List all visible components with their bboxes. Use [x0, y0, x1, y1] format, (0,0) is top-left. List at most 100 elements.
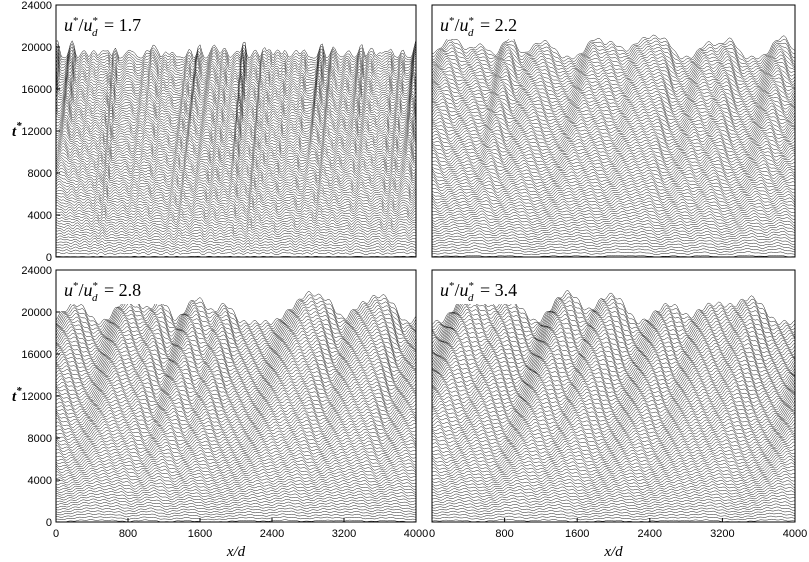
profile-line — [56, 356, 416, 381]
profile-line — [56, 322, 416, 351]
profile-line — [432, 364, 795, 391]
profile-line — [432, 424, 795, 444]
profile-line — [432, 468, 795, 481]
profile-line — [56, 210, 416, 218]
profile-line — [56, 49, 416, 69]
profile-line — [56, 207, 416, 215]
profile-line — [56, 470, 416, 481]
profile-line — [56, 487, 416, 496]
profile-line — [432, 304, 795, 338]
profile-line — [56, 229, 416, 235]
profile-line — [56, 91, 416, 107]
profile-line — [56, 191, 416, 200]
y-tick-label: 4000 — [28, 210, 52, 222]
profile-line — [56, 350, 416, 376]
y-tick-label: 24000 — [21, 0, 52, 12]
profile-line — [56, 413, 416, 431]
y-tick-label: 0 — [46, 517, 52, 529]
profile-line — [56, 339, 416, 366]
profile-line — [432, 292, 795, 328]
profile-line — [56, 363, 416, 386]
profile-line — [432, 124, 795, 143]
profile-line — [432, 488, 795, 498]
x-tick-label: 1600 — [565, 528, 589, 540]
profile-line — [56, 185, 416, 195]
profile-line — [432, 315, 795, 348]
profile-line — [432, 43, 795, 67]
profile-line — [56, 213, 416, 221]
profile-line — [56, 376, 416, 399]
y-tick-label: 12000 — [21, 126, 52, 138]
profile-line — [432, 230, 795, 238]
profile-line — [56, 333, 416, 361]
profile-line — [432, 150, 795, 166]
profile-line — [56, 178, 416, 188]
profile-line — [432, 140, 795, 158]
profile-line — [432, 193, 795, 206]
profile-line — [432, 86, 795, 108]
profile-line — [56, 433, 416, 449]
profile-line — [432, 415, 795, 436]
profile-line — [56, 327, 416, 356]
profile-line — [56, 336, 416, 363]
profile-line — [56, 97, 416, 115]
x-axis-label: x/d — [226, 544, 246, 560]
profile-line — [56, 112, 416, 127]
profile-line — [56, 115, 416, 130]
y-tick-label: 24000 — [21, 265, 52, 277]
profile-line — [432, 381, 795, 406]
profile-line — [432, 465, 795, 479]
profile-line — [432, 83, 795, 105]
profile-line — [432, 185, 795, 198]
profile-line — [56, 180, 416, 190]
profile-line — [56, 78, 416, 97]
profile-line — [432, 154, 795, 171]
y-tick-label: 12000 — [21, 391, 52, 403]
profile-line — [56, 194, 416, 203]
profile-line — [432, 111, 795, 131]
profile-line — [56, 399, 416, 419]
profile-line — [432, 245, 795, 251]
profile-line — [56, 60, 416, 79]
profile-line — [56, 379, 416, 401]
y-tick-label: 16000 — [21, 349, 52, 361]
profile-line — [432, 210, 795, 221]
profile-line — [56, 507, 416, 513]
profile-line — [432, 294, 795, 331]
profile-line — [432, 65, 795, 88]
profile-line — [432, 403, 795, 426]
profile-line — [56, 136, 416, 150]
profile-line — [432, 346, 795, 376]
profile-line — [56, 393, 416, 414]
x-tick-label: 1600 — [188, 528, 212, 540]
profile-line — [432, 114, 795, 133]
profile-line — [432, 386, 795, 411]
profile-line — [432, 216, 795, 226]
y-tick-label: 0 — [46, 252, 52, 264]
profile-line — [56, 251, 416, 256]
profile-line — [432, 202, 795, 213]
profile-line — [432, 456, 795, 471]
profile-line — [56, 42, 416, 62]
profile-line — [56, 484, 416, 493]
profile-line — [432, 213, 795, 223]
profile-line — [56, 367, 416, 391]
profile-line — [432, 400, 795, 424]
profile-line — [56, 467, 416, 479]
profile-line — [56, 498, 416, 506]
annotation-background — [60, 11, 166, 39]
annotation-label: u*/u* d = 2.2 — [440, 15, 517, 39]
profile-line — [432, 306, 795, 341]
profile-line — [432, 462, 795, 476]
x-axis-label: x/d — [603, 544, 623, 560]
profile-line — [56, 150, 416, 163]
profile-line — [432, 323, 795, 356]
y-tick-label: 20000 — [21, 307, 52, 319]
profile-line — [56, 464, 416, 476]
profile-line — [56, 409, 416, 429]
profile-line — [432, 430, 795, 449]
profile-line — [432, 166, 795, 181]
profile-line — [432, 444, 795, 461]
profile-line — [56, 312, 416, 343]
